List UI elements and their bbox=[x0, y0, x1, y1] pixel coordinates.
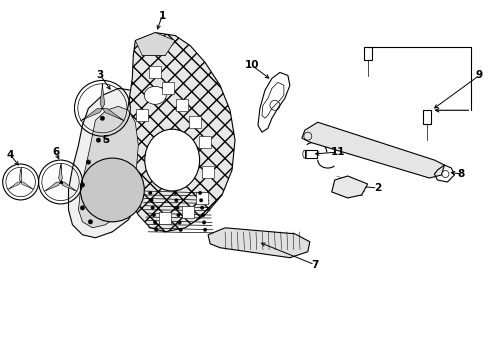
Circle shape bbox=[202, 221, 205, 224]
Circle shape bbox=[176, 213, 180, 217]
Polygon shape bbox=[102, 108, 122, 120]
Circle shape bbox=[178, 221, 181, 224]
Circle shape bbox=[179, 228, 182, 231]
Circle shape bbox=[100, 116, 104, 121]
Ellipse shape bbox=[144, 129, 199, 191]
Circle shape bbox=[203, 228, 206, 231]
Circle shape bbox=[153, 221, 157, 224]
Ellipse shape bbox=[144, 86, 166, 104]
Text: 5: 5 bbox=[102, 135, 109, 145]
Bar bbox=[363, 46, 371, 60]
Polygon shape bbox=[120, 32, 235, 232]
Bar bbox=[162, 82, 174, 94]
Circle shape bbox=[86, 160, 90, 164]
Circle shape bbox=[80, 183, 84, 187]
Circle shape bbox=[199, 198, 203, 202]
Circle shape bbox=[151, 206, 154, 210]
Polygon shape bbox=[68, 88, 150, 238]
Circle shape bbox=[175, 206, 179, 210]
Polygon shape bbox=[100, 85, 104, 108]
Text: 11: 11 bbox=[330, 147, 344, 157]
Text: 8: 8 bbox=[457, 169, 464, 179]
Polygon shape bbox=[59, 165, 62, 182]
Circle shape bbox=[152, 213, 155, 217]
Polygon shape bbox=[301, 122, 444, 178]
Text: 3: 3 bbox=[97, 71, 104, 80]
Bar bbox=[182, 206, 194, 218]
Polygon shape bbox=[19, 168, 22, 182]
Circle shape bbox=[81, 158, 144, 222]
Text: 9: 9 bbox=[475, 71, 482, 80]
Polygon shape bbox=[45, 182, 61, 191]
Bar bbox=[189, 116, 201, 128]
Circle shape bbox=[154, 228, 158, 231]
Circle shape bbox=[201, 213, 204, 217]
Circle shape bbox=[80, 206, 84, 210]
Circle shape bbox=[173, 191, 177, 195]
Circle shape bbox=[148, 191, 152, 195]
Circle shape bbox=[198, 191, 202, 195]
Bar bbox=[159, 212, 171, 224]
Polygon shape bbox=[9, 182, 20, 189]
Bar bbox=[149, 67, 161, 78]
Polygon shape bbox=[135, 32, 175, 55]
Circle shape bbox=[200, 206, 203, 210]
Circle shape bbox=[96, 138, 101, 142]
Circle shape bbox=[88, 220, 92, 224]
Bar bbox=[202, 166, 214, 178]
Text: 7: 7 bbox=[310, 260, 318, 270]
Polygon shape bbox=[82, 108, 102, 120]
Bar bbox=[196, 192, 208, 204]
Bar bbox=[304, 150, 316, 158]
Polygon shape bbox=[61, 182, 76, 191]
Polygon shape bbox=[78, 106, 138, 228]
Bar bbox=[136, 109, 148, 121]
Text: 6: 6 bbox=[52, 147, 59, 157]
Circle shape bbox=[174, 198, 178, 202]
Text: 2: 2 bbox=[373, 183, 381, 193]
Polygon shape bbox=[208, 228, 309, 258]
Bar bbox=[423, 110, 430, 124]
Polygon shape bbox=[20, 182, 32, 189]
Bar bbox=[176, 99, 188, 111]
Polygon shape bbox=[331, 176, 367, 198]
Circle shape bbox=[441, 171, 448, 177]
Bar bbox=[199, 136, 211, 148]
Text: 4: 4 bbox=[7, 150, 14, 160]
Text: 1: 1 bbox=[158, 11, 165, 21]
Circle shape bbox=[149, 198, 153, 202]
Text: 10: 10 bbox=[244, 60, 259, 71]
